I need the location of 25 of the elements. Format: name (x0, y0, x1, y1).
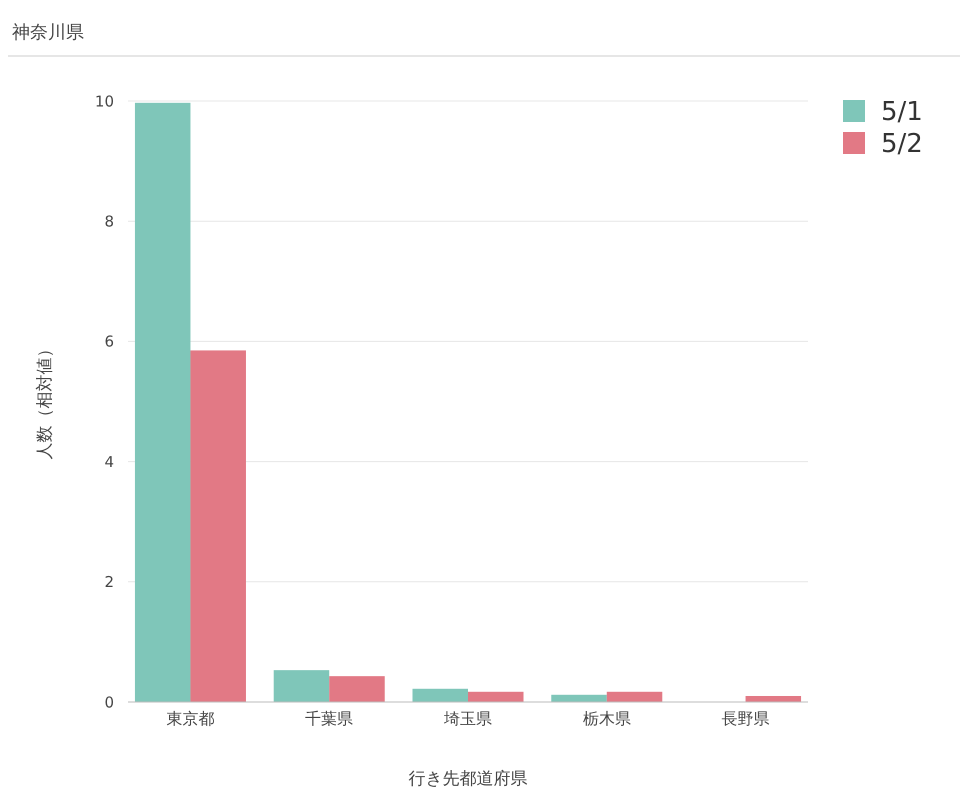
y-tick-label: 6 (104, 332, 114, 351)
y-tick-label: 2 (104, 573, 114, 592)
x-axis-title: 行き先都道府県 (408, 769, 528, 789)
x-tick-label: 長野県 (722, 709, 770, 728)
bar (468, 692, 524, 702)
y-tick-label: 10 (94, 92, 114, 110)
bar (190, 350, 246, 702)
y-axis-title: 人数（相対値） (35, 340, 55, 460)
chart-title: 神奈川県 (12, 22, 84, 43)
y-tick-label: 4 (104, 452, 114, 471)
bar (606, 692, 662, 702)
x-tick-label: 千葉県 (305, 709, 354, 728)
bar (274, 670, 330, 702)
bar (329, 676, 385, 702)
legend-label: 5/1 (881, 97, 923, 128)
y-tick-label: 0 (104, 693, 114, 712)
x-tick-label: 埼玉県 (443, 709, 492, 728)
bar (134, 102, 190, 702)
legend-label: 5/2 (881, 129, 923, 160)
y-tick-label: 8 (104, 212, 114, 230)
bar (746, 696, 802, 702)
bar (412, 688, 468, 702)
bar (551, 694, 607, 702)
x-tick-label: 栃木県 (582, 709, 631, 728)
x-tick-label: 東京都 (166, 709, 214, 728)
